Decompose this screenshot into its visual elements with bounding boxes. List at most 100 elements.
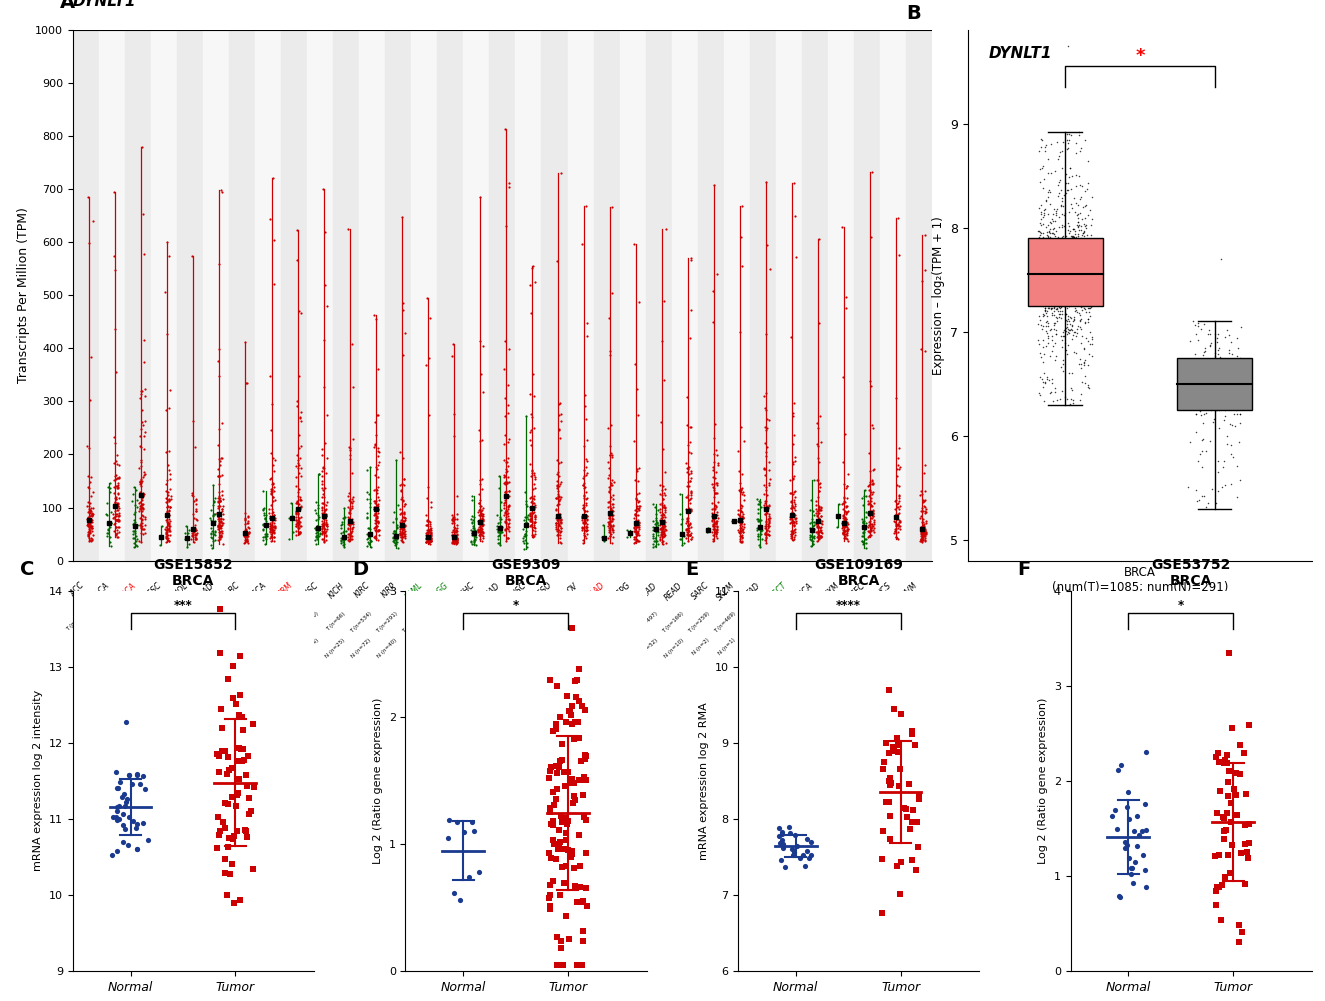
Point (852, 537, 873, 553)
Point (180, 532, 201, 548)
Point (356, 510, 378, 526)
Point (1037, 335, 1059, 351)
Point (677, 459, 698, 475)
Point (366, 509, 387, 525)
Point (1055, 268, 1076, 284)
Point (1223, 355, 1244, 371)
Point (444, 532, 465, 548)
Point (1044, 228, 1065, 244)
Point (1045, 239, 1067, 255)
Point (1216, 358, 1238, 374)
Point (1071, 218, 1092, 234)
Point (1059, 274, 1080, 290)
Point (1069, 251, 1090, 267)
Point (1185, 364, 1206, 380)
Title: GSE15852
BRCA: GSE15852 BRCA (154, 558, 233, 588)
Bar (567, 30, 594, 561)
Point (912, 522, 933, 538)
Point (574, 511, 595, 527)
Point (114, 798, 135, 814)
Point (107, 503, 129, 519)
Point (1048, 290, 1069, 306)
Point (368, 453, 390, 469)
Point (886, 737, 908, 753)
Point (1061, 276, 1083, 292)
Point (492, 519, 513, 535)
Point (99, 484, 121, 500)
Point (314, 516, 335, 532)
Point (262, 170, 284, 186)
Point (469, 527, 490, 543)
Text: T (n=128): T (n=128) (89, 611, 111, 635)
Point (416, 290, 437, 306)
Point (1053, 272, 1075, 288)
Point (1060, 223, 1081, 239)
Point (1048, 229, 1069, 245)
Point (313, 504, 334, 520)
Point (750, 494, 771, 511)
Point (680, 527, 701, 543)
Point (81, 487, 102, 504)
Point (600, 476, 621, 492)
Point (1043, 280, 1064, 296)
Point (419, 529, 440, 545)
Point (755, 467, 776, 483)
Point (779, 510, 800, 526)
Point (342, 336, 363, 352)
Point (264, 520, 285, 536)
Point (97, 522, 118, 538)
Point (1048, 272, 1069, 288)
Point (1035, 201, 1056, 217)
Point (914, 526, 935, 542)
Point (1230, 384, 1251, 400)
Point (559, 847, 580, 863)
Point (811, 528, 832, 544)
Point (886, 476, 908, 492)
Point (1039, 196, 1060, 212)
Point (655, 522, 676, 538)
Point (1035, 373, 1056, 389)
Point (338, 499, 359, 516)
Point (1061, 322, 1083, 338)
Point (680, 472, 701, 488)
Point (1222, 362, 1243, 378)
Point (807, 534, 828, 550)
Point (1063, 259, 1084, 275)
Point (1055, 230, 1076, 246)
Point (1031, 290, 1052, 306)
Point (677, 522, 698, 538)
Point (156, 489, 178, 506)
Point (644, 498, 665, 515)
Point (1036, 275, 1057, 291)
Point (861, 496, 882, 513)
Point (159, 515, 180, 531)
Point (806, 509, 827, 525)
Point (117, 791, 138, 807)
Point (443, 527, 464, 543)
Point (1044, 334, 1065, 350)
Point (330, 521, 351, 537)
Point (498, 497, 519, 514)
Point (1030, 266, 1051, 282)
Point (363, 481, 384, 497)
Point (1191, 458, 1212, 474)
Point (1210, 783, 1231, 799)
Point (107, 474, 129, 490)
Point (521, 305, 542, 321)
Point (1059, 255, 1080, 271)
Point (209, 457, 231, 473)
Point (1075, 274, 1096, 290)
Point (289, 500, 310, 517)
Point (1077, 249, 1098, 265)
Point (1072, 231, 1093, 247)
Point (704, 522, 725, 538)
Point (489, 480, 510, 496)
Point (1069, 275, 1090, 291)
Point (1073, 258, 1094, 274)
Point (1055, 241, 1076, 257)
Point (859, 487, 880, 504)
Point (238, 790, 260, 806)
Point (861, 489, 882, 506)
Point (1056, 313, 1077, 329)
Point (392, 506, 413, 522)
